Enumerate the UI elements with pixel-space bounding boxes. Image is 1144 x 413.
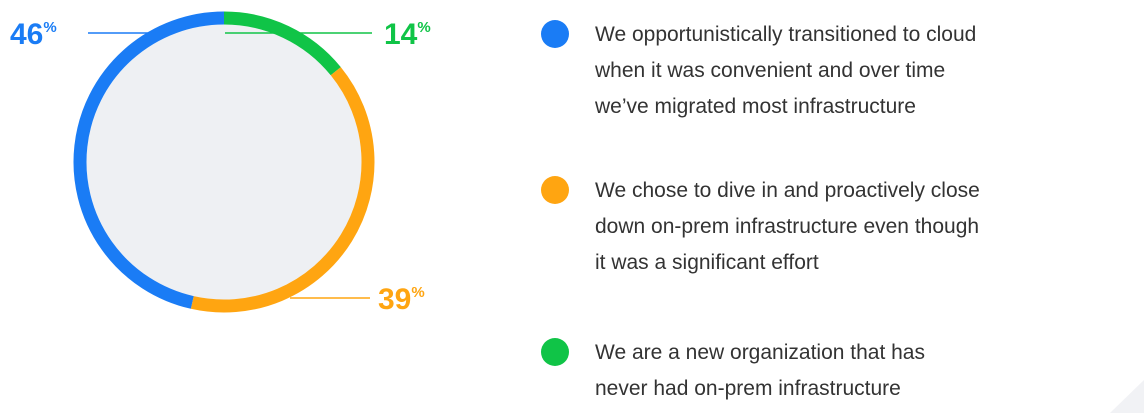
- legend-label: when it was convenient and over time: [594, 59, 945, 82]
- value-unit: %: [411, 284, 424, 301]
- value-unit: %: [417, 19, 430, 36]
- legend-label: down on-prem infrastructure even though: [595, 215, 979, 238]
- legend-label: We opportunistically transitioned to clo…: [595, 23, 976, 46]
- legend-marker: [541, 20, 569, 48]
- legend-label: We chose to dive in and proactively clos…: [595, 179, 980, 202]
- legend-label: we’ve migrated most infrastructure: [594, 95, 916, 118]
- corner-decoration: [1110, 380, 1144, 413]
- donut-hole: [86, 24, 362, 300]
- value-label: 39%: [378, 283, 425, 316]
- value-number: 46: [10, 18, 43, 51]
- donut-segment: [73, 11, 225, 309]
- value-number: 39: [378, 283, 411, 316]
- value-number: 14: [384, 18, 418, 51]
- donut-segment: [223, 11, 341, 76]
- donut-segment: [190, 67, 375, 313]
- value-label: 46%: [10, 18, 57, 51]
- value-unit: %: [43, 19, 56, 36]
- legend-label: never had on-prem infrastructure: [595, 377, 901, 400]
- legend-label: We are a new organization that has: [595, 341, 925, 364]
- legend-marker: [541, 338, 569, 366]
- legend-marker: [541, 176, 569, 204]
- legend-label: it was a significant effort: [595, 251, 819, 274]
- value-label: 14%: [384, 18, 431, 51]
